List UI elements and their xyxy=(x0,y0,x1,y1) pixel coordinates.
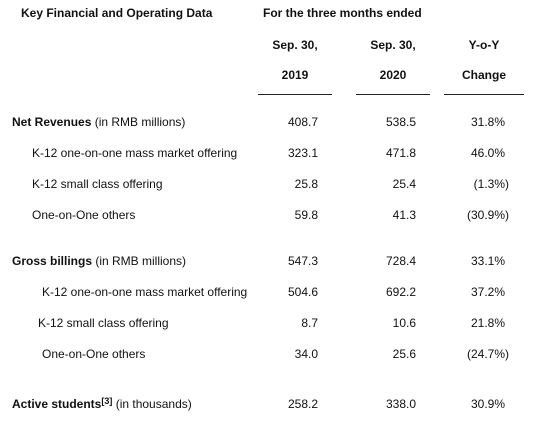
net-revenues-title: Net Revenues xyxy=(12,115,92,129)
col2-header-line1: Sep. 30, xyxy=(370,38,416,52)
gross-billings-label: Gross billings (in RMB millions) xyxy=(12,254,186,268)
revenue-row-label: K-12 small class offering xyxy=(32,177,163,191)
net-revenues-yoy: 31.8% xyxy=(470,115,505,129)
revenue-row-2020: 25.4 xyxy=(392,177,416,191)
col3-rule xyxy=(444,94,524,95)
col2-header-line2: 2020 xyxy=(379,68,407,82)
net-revenues-label: Net Revenues (in RMB millions) xyxy=(12,115,185,129)
net-revenues-2020: 538.5 xyxy=(385,115,416,129)
revenue-row-2020: 471.8 xyxy=(385,146,416,160)
billing-row-2019: 34.0 xyxy=(294,347,318,361)
col1-header-line1: Sep. 30, xyxy=(272,38,318,52)
net-revenues-unit: (in RMB millions) xyxy=(91,115,186,129)
footnote-marker: [3] xyxy=(101,396,113,406)
billing-row-2019: 504.6 xyxy=(287,285,318,299)
revenue-row-2020: 41.3 xyxy=(392,208,416,222)
billing-row-yoy: 21.8% xyxy=(470,316,505,330)
billing-row-yoy: (24.7%) xyxy=(466,347,509,361)
active-students-label: Active students[3] (in thousands) xyxy=(12,396,192,411)
active-students-2020: 338.0 xyxy=(385,397,416,411)
billing-row-label: K-12 small class offering xyxy=(38,316,169,330)
net-revenues-2019: 408.7 xyxy=(287,115,318,129)
table-title: Key Financial and Operating Data xyxy=(21,6,213,20)
billing-row-label: K-12 one-on-one mass market offering xyxy=(42,285,248,299)
billing-row-2020: 10.6 xyxy=(392,316,416,330)
billing-row-2019: 8.7 xyxy=(301,316,318,330)
col1-rule xyxy=(258,94,332,95)
col3-header-line1: Y-o-Y xyxy=(468,38,500,52)
revenue-row-2019: 59.8 xyxy=(294,208,318,222)
gross-billings-unit: (in RMB millions) xyxy=(92,254,187,268)
period-header: For the three months ended xyxy=(263,6,422,20)
revenue-row-label: K-12 one-on-one mass market offering xyxy=(32,146,238,160)
gross-billings-title: Gross billings xyxy=(12,254,93,268)
revenue-row-label: One-on-One others xyxy=(32,208,136,222)
billing-row-2020: 25.6 xyxy=(392,347,416,361)
col2-rule xyxy=(356,94,430,95)
billing-row-label: One-on-One others xyxy=(42,347,146,361)
gross-billings-yoy: 33.1% xyxy=(470,254,505,268)
revenue-row-yoy: (30.9%) xyxy=(466,208,509,222)
active-students-unit: (in thousands) xyxy=(112,397,192,411)
col1-header-line2: 2019 xyxy=(281,68,309,82)
billing-row-2020: 692.2 xyxy=(385,285,416,299)
gross-billings-2020: 728.4 xyxy=(385,254,416,268)
revenue-row-2019: 323.1 xyxy=(287,146,318,160)
revenue-row-yoy: (1.3%) xyxy=(473,177,509,191)
active-students-title: Active students xyxy=(12,397,102,411)
billing-row-yoy: 37.2% xyxy=(470,285,505,299)
active-students-2019: 258.2 xyxy=(287,397,318,411)
revenue-row-2019: 25.8 xyxy=(294,177,318,191)
gross-billings-2019: 547.3 xyxy=(287,254,318,268)
active-students-yoy: 30.9% xyxy=(470,397,505,411)
revenue-row-yoy: 46.0% xyxy=(470,146,505,160)
col3-header-line2: Change xyxy=(461,68,506,82)
